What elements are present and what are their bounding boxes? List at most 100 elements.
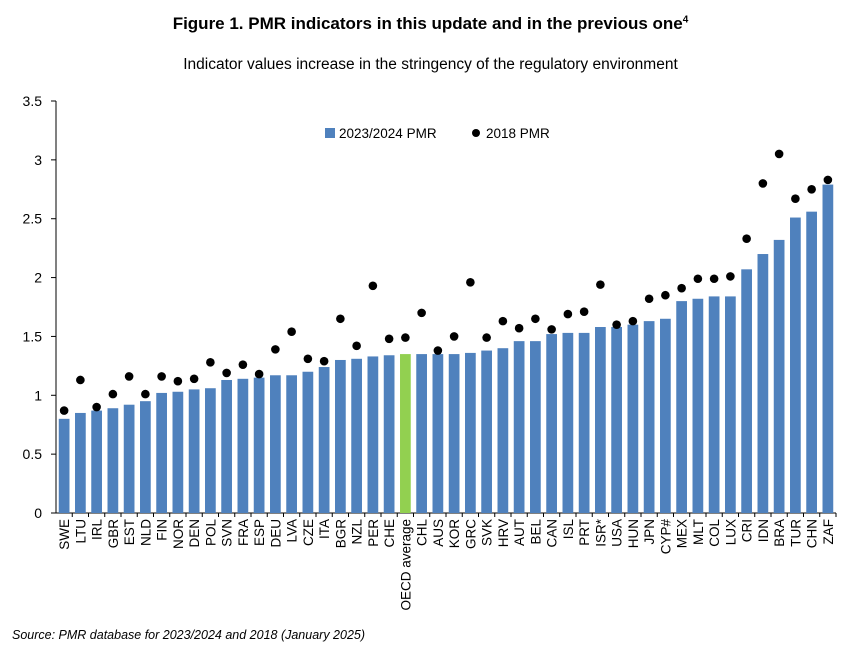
dot-che xyxy=(384,334,394,344)
x-tick-label: USA xyxy=(610,519,625,547)
dot-den xyxy=(189,374,199,384)
y-tick-label: 1 xyxy=(34,387,42,403)
x-tick-label: BEL xyxy=(528,519,543,545)
dot-lva xyxy=(287,327,296,337)
dot-bel xyxy=(531,314,540,324)
bar-ltu xyxy=(75,412,86,513)
x-tick-label: LVA xyxy=(285,519,300,543)
dot-bra xyxy=(774,149,784,159)
bar-den xyxy=(188,389,200,513)
bar-prt xyxy=(578,332,590,513)
bar-zaf xyxy=(822,184,834,513)
dot-isr xyxy=(596,280,605,289)
chart-subtitle: Indicator values increase in the stringe… xyxy=(183,56,678,73)
dot-nzl xyxy=(352,341,361,351)
x-tick-label: MEX xyxy=(675,519,690,548)
x-tick-label: CHN xyxy=(805,519,820,548)
dot-svn xyxy=(222,368,231,378)
bar-chn xyxy=(806,211,817,513)
dot-fra xyxy=(238,360,248,369)
y-tick-label: 3 xyxy=(34,152,42,168)
x-tick-label: ITA xyxy=(317,519,332,539)
bar-mlt xyxy=(692,298,704,513)
bar-idn xyxy=(757,254,769,513)
x-tick-label: DEN xyxy=(187,519,202,548)
x-tick-label: ESP xyxy=(252,519,267,546)
x-tick-label: POL xyxy=(203,519,218,547)
dot-nor xyxy=(173,376,183,386)
bar-nzl xyxy=(351,358,362,513)
bar-svk xyxy=(481,350,492,513)
dot-zaf xyxy=(823,175,833,185)
x-tick-label: SVN xyxy=(220,519,235,547)
bar-swe xyxy=(58,418,70,513)
bar-che xyxy=(383,355,395,513)
dot-deu xyxy=(271,345,280,354)
x-tick-label: FRA xyxy=(236,519,251,546)
x-tick-label: CHE xyxy=(382,519,397,548)
bar-esp xyxy=(253,377,265,513)
bar-kor xyxy=(448,354,460,513)
bar-grc xyxy=(465,352,476,513)
dot-isl xyxy=(563,309,573,319)
dot-aus xyxy=(433,346,443,355)
dot-cri xyxy=(742,234,751,244)
dot-kor xyxy=(449,332,459,341)
x-tick-label: BRA xyxy=(772,519,787,547)
bar-ita xyxy=(318,367,330,513)
x-tick-label: HRV xyxy=(496,519,511,547)
dot-usa xyxy=(612,320,621,329)
y-tick-label: 1.5 xyxy=(23,328,43,344)
x-tick-label: BGR xyxy=(333,519,348,549)
bar-fra xyxy=(237,378,249,513)
dot-gbr xyxy=(108,389,118,399)
x-tick-label: NZL xyxy=(350,519,365,545)
bar-nor xyxy=(172,391,184,513)
x-tick-label: CAN xyxy=(545,519,560,548)
dot-cze xyxy=(303,354,313,364)
bar-pol xyxy=(205,388,216,513)
x-tick-label: MLT xyxy=(691,519,706,545)
x-tick-label: LTU xyxy=(73,519,88,544)
x-tick-label: IDN xyxy=(756,519,771,542)
x-tick-label: PER xyxy=(366,519,381,547)
x-tick-label: CZE xyxy=(301,519,316,546)
bar-lux xyxy=(725,296,736,513)
x-tick-label: TUR xyxy=(788,519,803,547)
bar-isr xyxy=(595,327,606,513)
y-tick-label: 0 xyxy=(34,505,42,521)
bar-bra xyxy=(773,239,785,513)
x-tick-label: COL xyxy=(707,519,722,547)
bar-per xyxy=(367,356,379,513)
bar-bel xyxy=(530,341,541,513)
bar-lva xyxy=(286,375,297,513)
x-tick-label: SWE xyxy=(57,519,72,550)
dot-lux xyxy=(726,272,735,281)
x-tick-label: FIN xyxy=(155,519,170,541)
dot-mex xyxy=(677,283,686,293)
x-tick-label: CYP# xyxy=(658,519,673,555)
dot-est xyxy=(124,372,134,381)
x-tick-label: AUT xyxy=(512,519,527,546)
dot-prt xyxy=(579,307,589,317)
bar-aus xyxy=(432,354,444,513)
bar-aut xyxy=(513,341,525,513)
bar-col xyxy=(708,296,720,513)
y-tick-label: 2.5 xyxy=(23,211,43,227)
bar-cze xyxy=(302,371,314,513)
x-tick-label: ISL xyxy=(561,519,576,540)
dot-fin xyxy=(157,372,166,381)
bar-cri xyxy=(741,269,752,513)
dot-swe xyxy=(59,406,69,415)
axes: 0 0.5 1 1.5 2 2.5 3 3.5 xyxy=(23,93,837,521)
dot-grc xyxy=(466,277,475,287)
bar-gbr xyxy=(107,408,119,513)
x-tick-label: HUN xyxy=(626,519,641,548)
x-tick-label: PRT xyxy=(577,519,592,546)
bar-bgr xyxy=(335,359,346,513)
dot-bgr xyxy=(336,314,345,324)
bar-usa xyxy=(611,327,622,513)
bar-isl xyxy=(562,332,574,513)
legend-label-bars: 2023/2024 PMR xyxy=(339,126,437,141)
